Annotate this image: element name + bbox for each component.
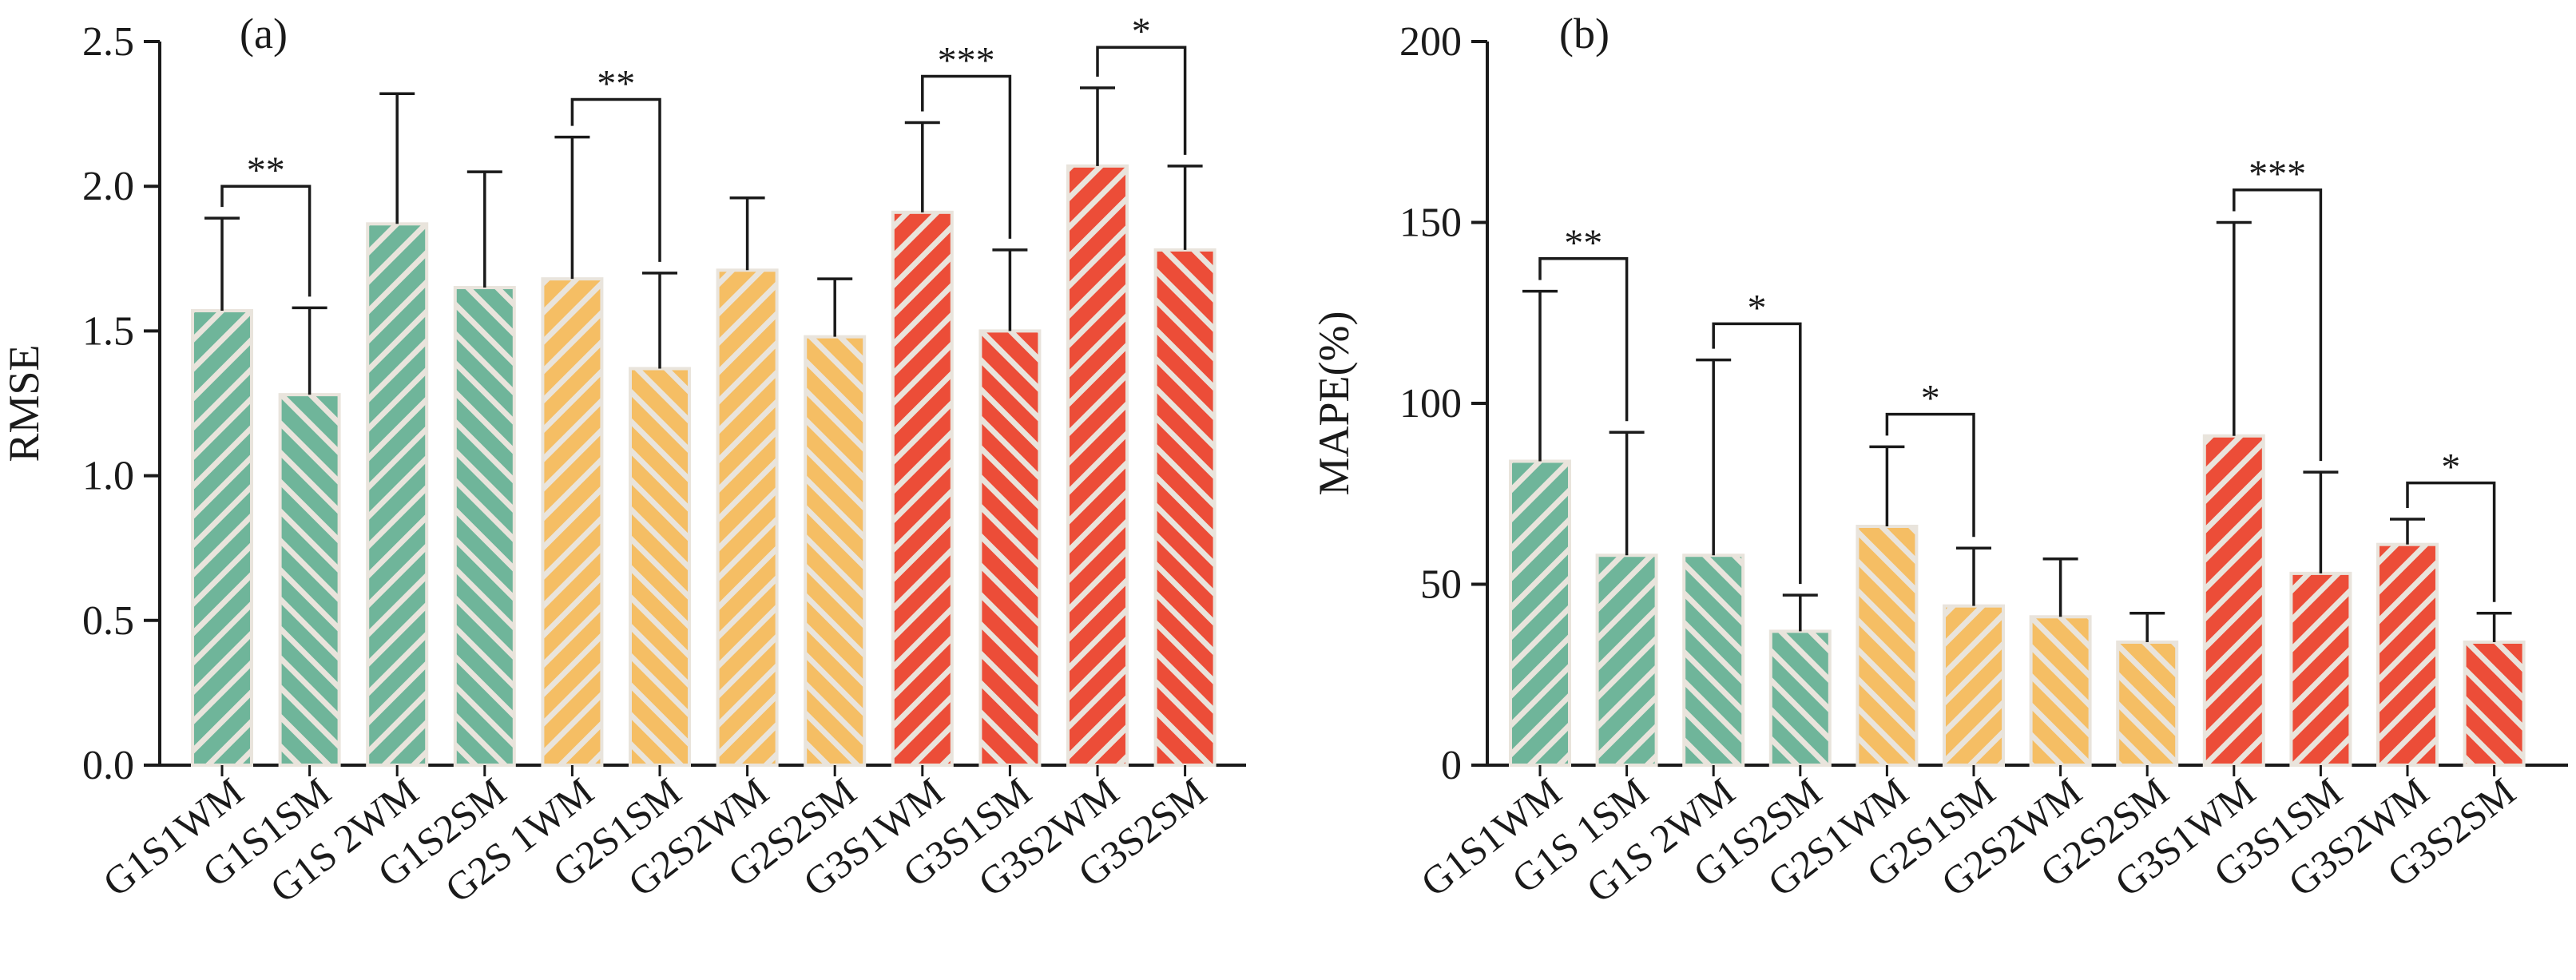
y-tick-label: 1.0	[82, 454, 134, 499]
significance-label: *	[2441, 446, 2460, 489]
bar-g1s2sm	[453, 286, 516, 768]
bar-g2s2wm	[716, 268, 779, 767]
y-tick-label: 0	[1441, 743, 1462, 788]
bar-g3s1sm	[2289, 571, 2352, 767]
bar-g3s2wm	[1066, 164, 1129, 768]
y-tick-label: 150	[1399, 200, 1462, 246]
y-axis-title: MAPE(%)	[1310, 311, 1358, 496]
y-tick-label: 50	[1420, 562, 1462, 608]
bar-g3s2wm	[2376, 542, 2439, 767]
significance-bracket	[1712, 322, 1802, 585]
panel-label: (a)	[240, 10, 288, 58]
bar-g2s2wm	[2029, 615, 2092, 768]
significance-bracket	[1538, 257, 1629, 422]
y-tick-label: 2.5	[82, 19, 134, 65]
bar-g1s1wm	[191, 309, 253, 768]
bar-g3s2sm	[1153, 248, 1217, 768]
significance-bracket	[1096, 46, 1187, 155]
significance-bracket	[921, 74, 1012, 239]
significance-label: ***	[2249, 153, 2306, 196]
bar-g2s1wm	[1856, 525, 1919, 768]
significance-label: **	[597, 62, 635, 105]
bar-g2s2sm	[804, 335, 867, 767]
bar-g2s1sm	[1943, 604, 2005, 767]
y-tick-label: 0.5	[82, 598, 134, 644]
significance-bracket	[570, 97, 661, 262]
bar-g2s1wm	[541, 277, 604, 767]
y-tick-label: 1.5	[82, 308, 134, 354]
bar-g1s2sm	[1768, 629, 1832, 768]
y-tick-label: 100	[1399, 381, 1462, 427]
y-tick-label: 0.0	[82, 743, 134, 788]
bar-g1s2wm	[1682, 553, 1745, 767]
bar-g2s2sm	[2116, 640, 2179, 767]
bar-g3s2sm	[2463, 640, 2526, 767]
panel-label: (b)	[1559, 10, 1610, 58]
significance-label: ***	[938, 39, 995, 81]
bar-g1s2wm	[366, 222, 429, 767]
significance-bracket	[220, 184, 312, 297]
bar-g2s1sm	[629, 367, 691, 767]
y-tick-label: 2.0	[82, 164, 134, 209]
significance-bracket	[2233, 188, 2323, 462]
significance-bracket	[1885, 412, 1975, 538]
bar-g1s1sm	[278, 393, 341, 767]
panel-a-rmse-chart: 0.00.51.01.52.02.5RMSE(a)G1S1WMG1S1SMG1S…	[0, 10, 1246, 911]
significance-label: **	[1564, 222, 1602, 264]
bar-g3s1wm	[2202, 434, 2265, 768]
significance-label: *	[1132, 10, 1151, 53]
bar-g3s1wm	[891, 210, 954, 768]
y-tick-label: 200	[1399, 19, 1462, 65]
bar-g1s1wm	[1509, 459, 1571, 767]
bar-g1s1sm	[1595, 553, 1658, 767]
bar-g3s1sm	[978, 329, 1042, 767]
significance-bracket	[2406, 481, 2496, 602]
y-axis-title: RMSE	[0, 344, 48, 462]
significance-label: *	[1748, 287, 1767, 329]
significance-label: **	[247, 149, 285, 192]
significance-label: *	[1921, 378, 1940, 420]
